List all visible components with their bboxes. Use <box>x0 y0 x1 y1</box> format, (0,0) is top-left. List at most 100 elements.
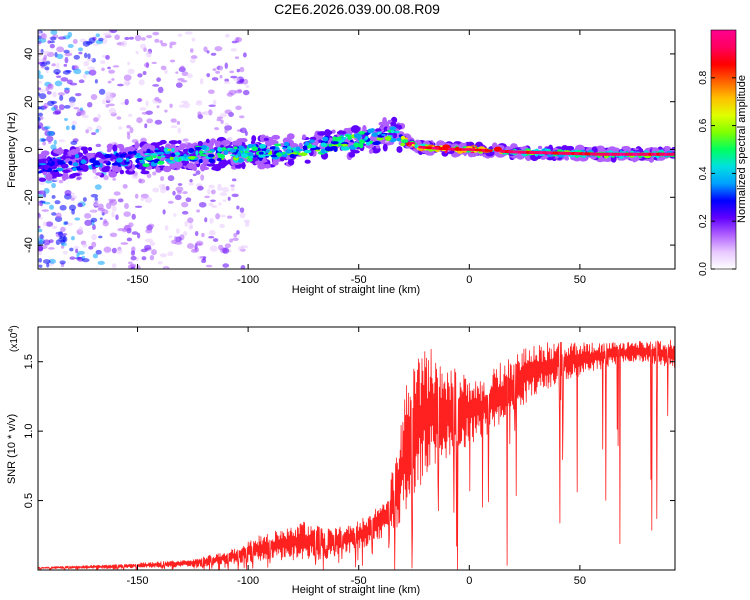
spectrogram-speckle <box>84 219 93 226</box>
spectrogram-band <box>231 140 242 146</box>
spectrogram-core <box>146 148 151 154</box>
spectrogram-speckle <box>227 196 231 201</box>
spectrogram-speckle <box>141 111 148 115</box>
spectrogram-band <box>45 172 53 181</box>
spectrogram-core <box>171 147 175 153</box>
spectrogram-speckle <box>126 82 131 85</box>
spectrogram-speckle <box>208 229 216 236</box>
spectrogram-speckle <box>55 212 62 219</box>
spectrogram-band <box>119 169 125 175</box>
spectrogram-speckle <box>48 258 56 264</box>
spectrogram-core <box>69 156 75 160</box>
colorbar-tick-label: 0.6 <box>698 118 709 132</box>
spectrogram-speckle <box>139 107 147 111</box>
spectrogram-speckle <box>73 68 82 75</box>
spectrogram-speckle <box>220 119 224 124</box>
spectrogram-speckle <box>46 262 50 268</box>
spectrogram-core <box>38 163 47 166</box>
spectrogram-core <box>259 143 267 149</box>
spectrogram-speckle <box>38 48 42 52</box>
spectrogram-speckle <box>38 264 43 268</box>
spectrogram-core <box>157 155 162 160</box>
spectrogram-core <box>275 153 283 157</box>
spectrogram-speckle <box>38 93 47 100</box>
spectrogram-core <box>111 162 120 166</box>
spectrogram-band <box>251 135 257 143</box>
spectrogram-speckle <box>147 223 155 229</box>
spectrogram-speckle <box>164 225 169 231</box>
spectrogram-speckle <box>230 186 235 192</box>
spectrogram-speckle <box>46 135 54 142</box>
spectrogram-core <box>68 160 73 165</box>
spectrogram-core <box>74 153 80 159</box>
spectrogram-speckle <box>216 116 224 120</box>
spectrogram-core <box>188 147 195 154</box>
spectrogram-speckle <box>38 225 41 229</box>
spectrogram-core <box>242 148 247 152</box>
spectrogram-core <box>50 160 55 166</box>
spectrogram-band <box>467 151 475 158</box>
spectrogram-speckle <box>107 80 112 84</box>
spectrogram-speckle <box>245 84 250 89</box>
spectrogram-speckle <box>79 107 84 111</box>
spectrogram-speckle <box>189 58 196 64</box>
snr-y-tick-label: 1.0 <box>23 423 35 438</box>
spectrogram-speckle <box>51 106 57 112</box>
spectrogram-core <box>195 150 199 156</box>
spectrogram-core <box>237 145 245 151</box>
spectrogram-speckle <box>69 256 76 260</box>
spectrogram-speckle <box>169 59 176 63</box>
spectrogram-speckle <box>242 89 250 96</box>
spectrogram-speckle <box>83 52 88 59</box>
spectrogram-speckle <box>41 138 47 142</box>
spectrogram-speckle <box>105 55 110 60</box>
spectrogram-speckle <box>95 33 100 38</box>
spectrogram-speckle <box>59 260 66 265</box>
spectrogram-speckle <box>47 40 51 44</box>
spectrogram-band <box>537 145 543 150</box>
spectrogram-speckle <box>38 112 44 117</box>
spectrogram-core <box>89 166 93 170</box>
spectrogram-speckle <box>74 217 81 221</box>
spectrogram-core <box>285 149 293 154</box>
spectrogram-speckle <box>138 79 145 86</box>
spectrogram-speckle <box>234 89 243 94</box>
spectrogram-speckle <box>38 143 41 146</box>
spectrogram-core <box>145 156 154 161</box>
spectrogram-speckle <box>63 49 70 54</box>
spectrogram-core <box>43 165 49 171</box>
spectrogram-core <box>156 151 165 155</box>
snr-y-tick-label: 1.5 <box>23 354 35 369</box>
spectrogram-core <box>300 152 308 157</box>
spectrogram-speckle <box>105 202 112 210</box>
spectrogram-x-tick-label: -50 <box>351 274 367 286</box>
spectrogram-speckle <box>173 213 177 217</box>
spectrogram-core <box>308 139 315 144</box>
spectrogram-speckle <box>209 245 218 252</box>
spectrogram-core <box>64 156 71 159</box>
spectrogram-band <box>282 137 291 145</box>
spectrogram-speckle <box>186 73 193 79</box>
spectrogram-speckle <box>140 197 145 202</box>
spectrogram-core <box>39 170 43 173</box>
spectrogram-speckle <box>224 128 228 134</box>
spectrogram-band <box>235 164 242 169</box>
spectrogram-core <box>283 141 290 147</box>
spectrogram-speckle <box>208 202 214 207</box>
spectrogram-speckle <box>146 173 152 179</box>
spectrogram-core <box>144 152 151 156</box>
spectrogram-speckle <box>160 176 165 182</box>
spectrogram-core <box>333 146 338 152</box>
snr-multiplier-exp: 4 <box>8 329 15 333</box>
spectrogram-y-tick-label: 40 <box>23 48 35 60</box>
spectrogram-speckle <box>177 183 183 186</box>
spectrogram-speckle <box>137 73 143 78</box>
spectrogram-x-tick-label: 0 <box>466 274 472 286</box>
spectrogram-core <box>303 149 312 154</box>
spectrogram-speckle <box>239 207 245 213</box>
spectrogram-speckle <box>230 75 238 79</box>
spectrogram-speckle <box>145 228 153 234</box>
spectrogram-speckle <box>204 217 208 223</box>
spectrogram-band <box>111 164 116 172</box>
spectrogram-speckle <box>154 96 160 102</box>
